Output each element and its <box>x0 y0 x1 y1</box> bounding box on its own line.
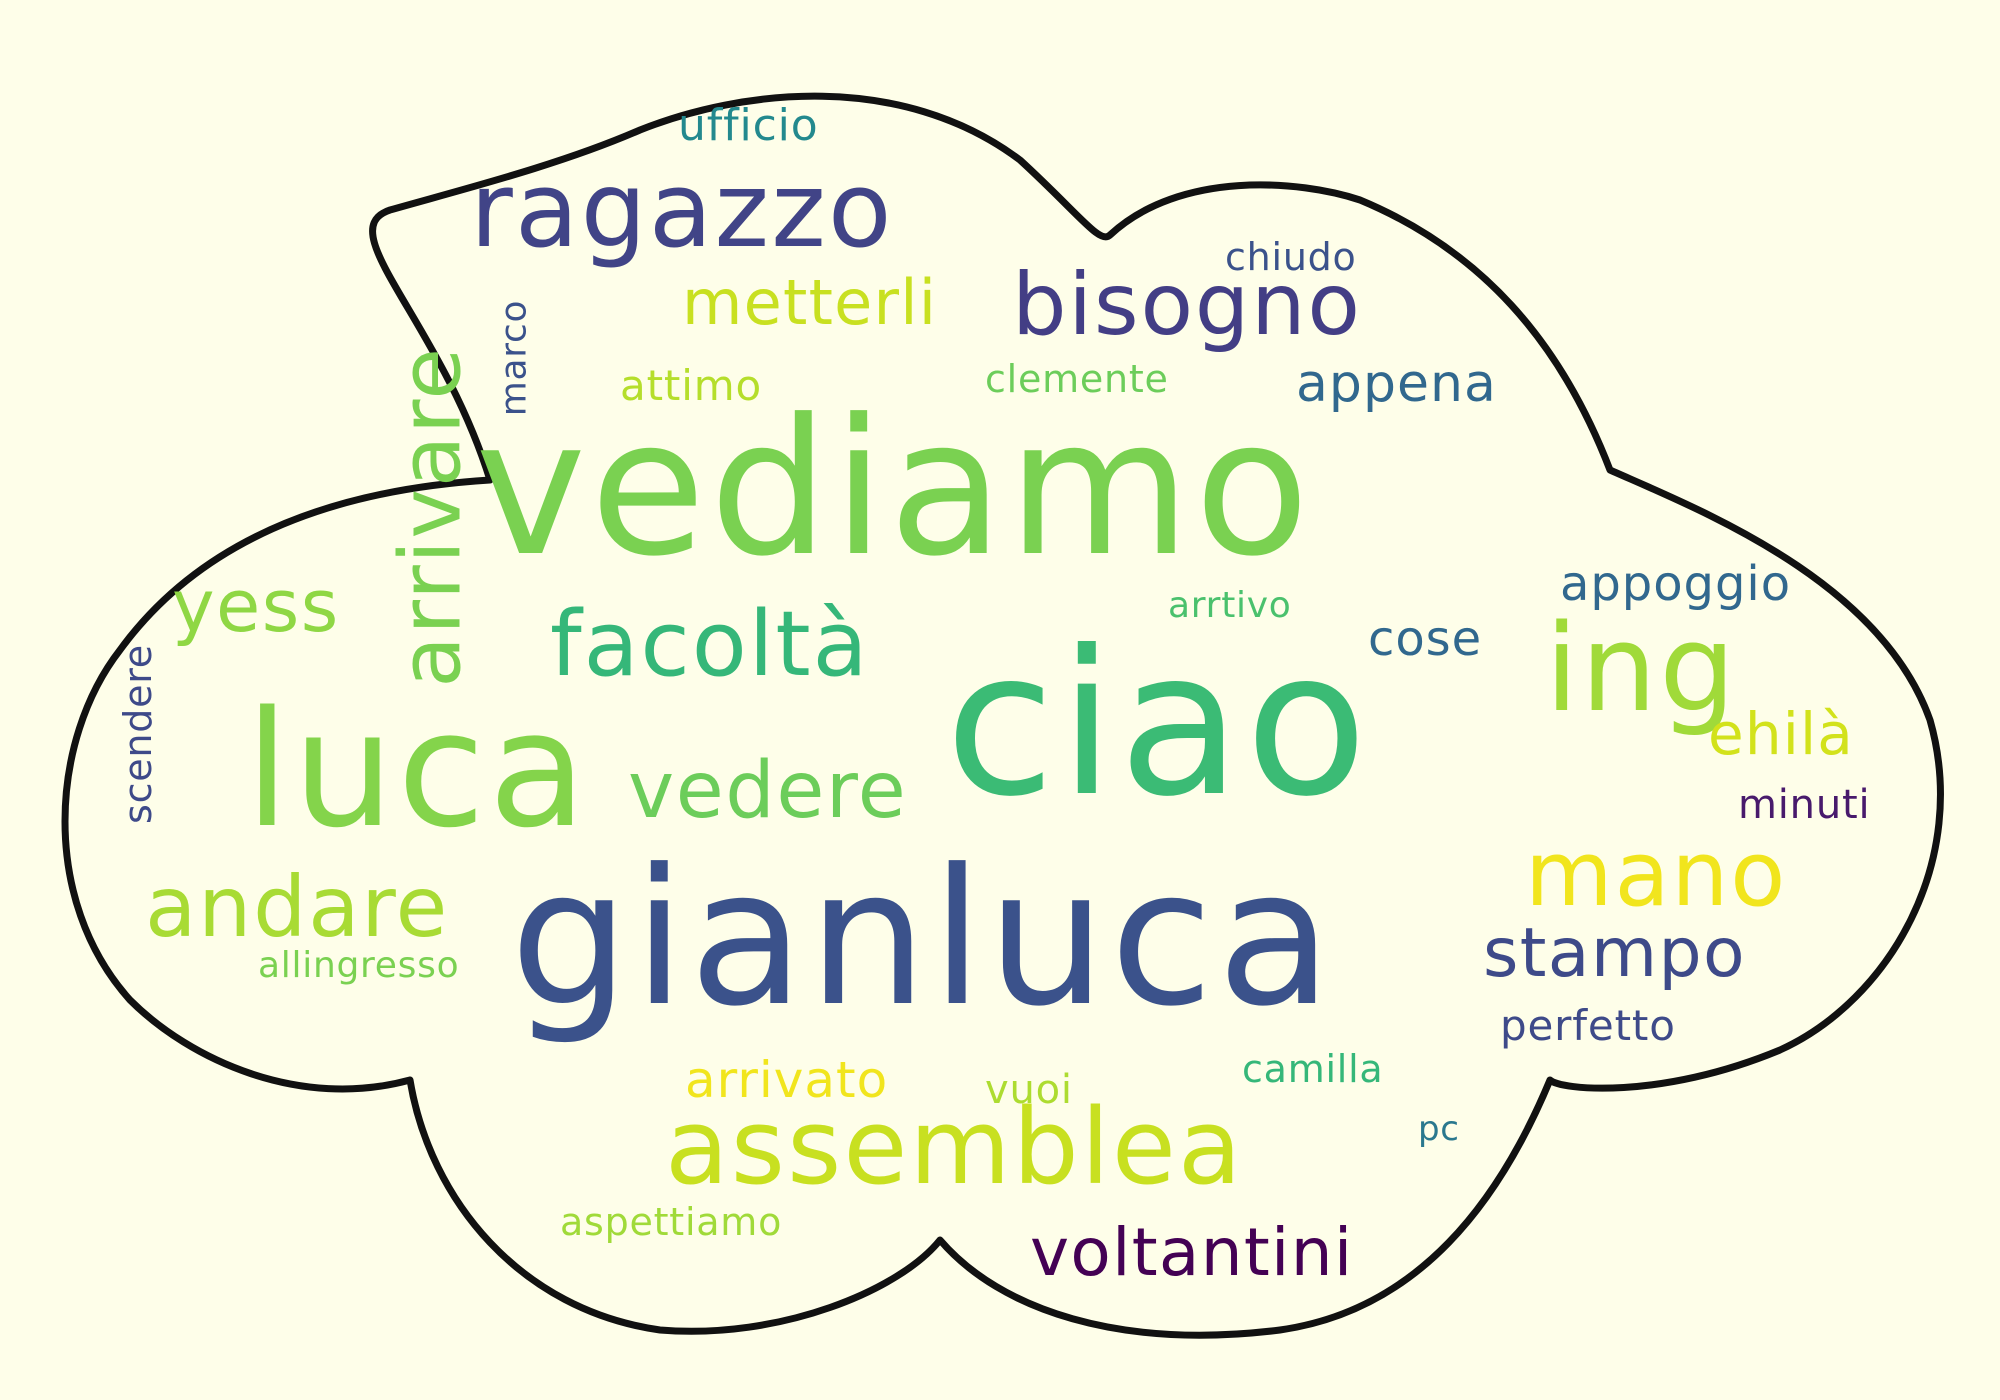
word-vediamo: vediamo <box>475 379 1314 598</box>
word-metterli: metterli <box>682 266 938 339</box>
word-minuti: minuti <box>1738 782 1871 828</box>
word-attimo: attimo <box>620 361 762 410</box>
word-arrivato: arrivato <box>685 1051 889 1109</box>
word-clemente: clemente <box>985 357 1169 401</box>
word-stampo: stampo <box>1483 914 1746 993</box>
word-arrivare: arrivare <box>381 346 480 688</box>
word-scendere: scendere <box>115 644 160 824</box>
word-mano: mano <box>1525 822 1788 927</box>
word-bisogno: bisogno <box>1012 255 1362 355</box>
word-andare: andare <box>145 858 449 956</box>
word-facolta: facoltà <box>550 592 870 697</box>
word-perfetto: perfetto <box>1500 1001 1676 1050</box>
word-ehila: ehilà <box>1708 700 1855 768</box>
word-voltantini: voltantini <box>1030 1214 1354 1291</box>
word-aspettiamo: aspettiamo <box>560 1200 783 1244</box>
word-chiudo: chiudo <box>1225 235 1357 279</box>
word-appena: appena <box>1296 354 1497 414</box>
word-allingresso: allingresso <box>258 945 460 986</box>
word-ciao: ciao <box>945 608 1372 841</box>
word-assemblea: assemblea <box>665 1086 1244 1208</box>
word-yess: yess <box>172 564 340 648</box>
word-ing: ing <box>1545 600 1738 739</box>
word-vedere: vedere <box>628 746 908 836</box>
word-vuoi: vuoi <box>985 1067 1073 1113</box>
word-ufficio: ufficio <box>678 100 819 151</box>
word-pc: pc <box>1418 1109 1460 1149</box>
word-appoggio: appoggio <box>1560 556 1792 612</box>
word-ragazzo: ragazzo <box>470 149 894 271</box>
word-arrtivo: arrtivo <box>1168 585 1292 626</box>
word-gianluca: gianluca <box>510 829 1336 1048</box>
word-camilla: camilla <box>1242 1047 1384 1091</box>
word-cose: cose <box>1368 611 1483 667</box>
word-luca: luca <box>245 676 590 863</box>
